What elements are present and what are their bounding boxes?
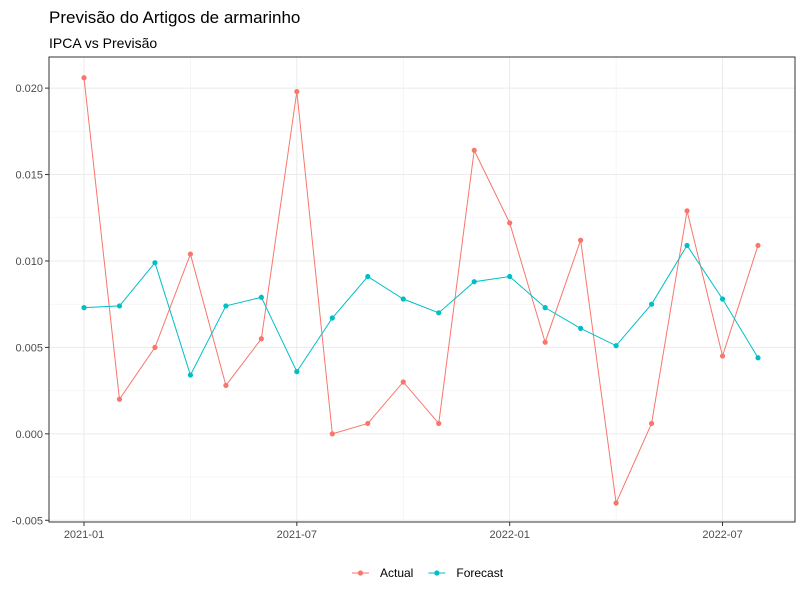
chart-subtitle: IPCA vs Previsão bbox=[49, 35, 157, 51]
data-point-actual bbox=[81, 75, 87, 81]
data-point-actual bbox=[471, 147, 477, 153]
data-point-actual bbox=[116, 396, 123, 402]
legend-label-forecast: Forecast bbox=[456, 566, 503, 580]
data-point-actual bbox=[613, 500, 619, 506]
y-tick-label: 0.010 bbox=[15, 256, 43, 268]
y-tick-label: 0.005 bbox=[15, 342, 43, 354]
data-point-forecast bbox=[684, 242, 690, 249]
data-point-actual bbox=[648, 420, 655, 427]
x-tick-label: 2021-07 bbox=[277, 529, 317, 541]
data-point-actual bbox=[719, 353, 726, 359]
data-point-forecast bbox=[329, 315, 335, 321]
data-point-forecast bbox=[81, 305, 87, 311]
data-point-forecast bbox=[613, 343, 619, 349]
chart-title: Previsão do Artigos de armarinho bbox=[49, 8, 300, 27]
series-line-actual bbox=[83, 77, 759, 505]
panel-border bbox=[48, 56, 796, 523]
data-point-forecast bbox=[578, 325, 584, 331]
data-point-forecast bbox=[258, 294, 264, 300]
data-point-forecast bbox=[223, 303, 229, 309]
plot-area: -0.005 0.000 0.005 0.010 0.015 0.020 2021-01 20… bbox=[12, 56, 796, 541]
data-point-actual bbox=[542, 339, 548, 345]
data-point-forecast bbox=[648, 301, 655, 307]
data-point-forecast bbox=[365, 273, 371, 280]
data-point-actual bbox=[578, 237, 584, 243]
data-point-forecast bbox=[116, 303, 123, 309]
y-tick-label: 0.000 bbox=[15, 429, 43, 441]
data-point-actual bbox=[436, 420, 442, 427]
x-tick-label: 2022-07 bbox=[702, 529, 742, 541]
legend-key-point-actual bbox=[357, 570, 364, 576]
x-tick-label: 2022-01 bbox=[489, 529, 529, 541]
data-point-forecast bbox=[471, 279, 477, 285]
legend-key-point-forecast bbox=[434, 570, 440, 576]
data-point-forecast bbox=[152, 260, 158, 266]
series-line-forecast bbox=[83, 244, 759, 377]
legend: Actual Forecast bbox=[352, 566, 504, 580]
y-tick-label: -0.005 bbox=[12, 515, 43, 527]
data-point-forecast bbox=[294, 369, 300, 375]
data-point-actual bbox=[507, 220, 513, 226]
y-tick-label: 0.015 bbox=[15, 170, 43, 182]
legend-label-actual: Actual bbox=[380, 566, 413, 580]
data-point-actual bbox=[187, 251, 194, 257]
data-point-forecast bbox=[755, 355, 761, 361]
data-point-actual bbox=[258, 336, 264, 342]
data-point-actual bbox=[400, 379, 406, 385]
data-point-forecast bbox=[436, 310, 442, 316]
data-point-forecast bbox=[719, 296, 726, 302]
data-point-actual bbox=[223, 382, 229, 389]
data-point-actual bbox=[152, 344, 158, 351]
data-point-actual bbox=[365, 420, 371, 427]
data-point-forecast bbox=[507, 273, 513, 280]
data-point-forecast bbox=[400, 296, 406, 302]
data-point-actual bbox=[755, 242, 761, 249]
data-point-actual bbox=[294, 88, 300, 95]
data-point-forecast bbox=[187, 372, 194, 378]
x-tick-label: 2021-01 bbox=[64, 529, 104, 541]
data-point-actual bbox=[329, 431, 335, 437]
data-point-actual bbox=[684, 208, 690, 214]
data-point-forecast bbox=[542, 305, 548, 311]
y-tick-label: 0.020 bbox=[15, 83, 43, 95]
